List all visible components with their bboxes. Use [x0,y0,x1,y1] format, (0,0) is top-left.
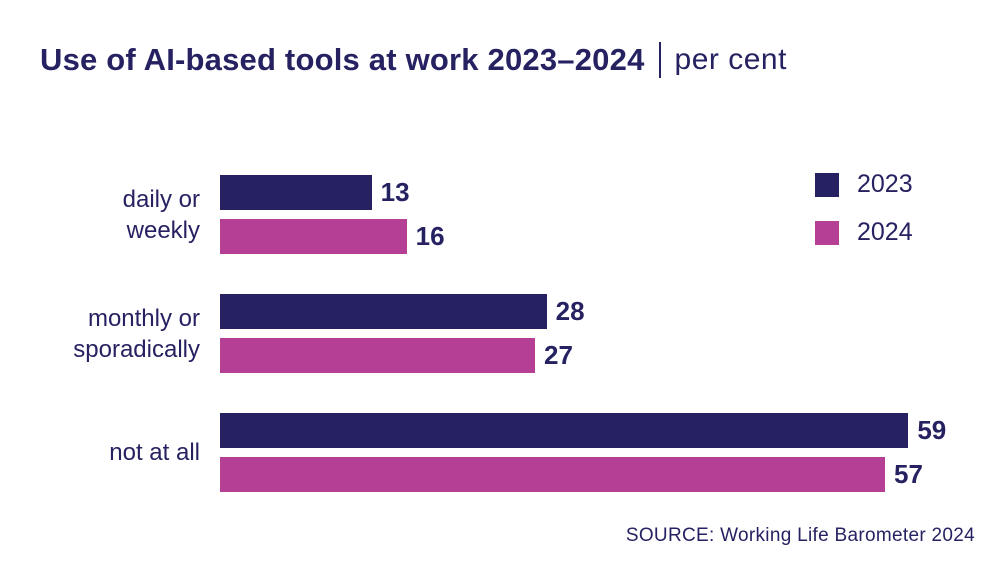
bar-2023-not-at-all [220,413,909,448]
category-line: not at all [109,439,200,466]
value-label-2024-not-at-all: 57 [894,459,923,489]
legend-item-2024: 2024 [815,218,913,247]
bar-row-2023: 59 [220,413,946,448]
category-line: daily or [122,185,200,213]
bar-2024-daily [220,219,407,254]
bar-2023-daily [220,175,372,210]
category-line: weekly [126,216,200,244]
value-label-2023-daily: 13 [380,177,410,207]
value-label-2024-monthly: 27 [544,340,573,370]
bar-chart: daily or weekly 13 16 monthly or sporadi… [0,175,1000,492]
bar-row-2023: 13 [220,175,920,210]
bar-group-not-at-all: not at all 59 57 [0,413,1000,492]
bar-track: 28 27 [220,294,920,373]
value-label-2024-daily: 16 [415,221,445,251]
legend-label-2023: 2023 [857,170,913,198]
category-label-daily-or-weekly: daily or weekly [0,184,200,246]
category-label-monthly-or-sporadically: monthly or sporadically [0,303,200,365]
legend-swatch-2023 [815,172,839,197]
bar-group-daily-or-weekly: daily or weekly 13 16 [0,175,1000,254]
bar-row-2023: 28 [220,294,920,329]
chart-title: Use of AI-based tools at work 2023–2024 … [40,42,787,78]
bar-group-monthly-or-sporadically: monthly or sporadically 28 27 [0,294,1000,373]
bar-row-2024: 16 [220,219,920,254]
legend: 2023 2024 [815,170,913,247]
bar-track: 13 16 [220,175,920,254]
category-line: sporadically [73,335,200,363]
category-line: monthly or [87,304,200,332]
value-label-2023-not-at-all: 59 [917,415,947,445]
bar-row-2024: 27 [220,338,920,373]
legend-label-2024: 2024 [857,218,913,246]
bar-track: 59 57 [220,413,946,492]
bar-2024-monthly [220,338,535,373]
source-note: SOURCE: Working Life Barometer 2024 [625,525,975,546]
bar-2024-not-at-all [220,457,885,492]
category-label-not-at-all: not at all [0,437,200,468]
title-separator [658,42,661,78]
chart-title-unit: per cent [674,43,787,76]
value-label-2023-monthly: 28 [555,296,585,326]
bar-row-2024: 57 [220,457,923,492]
legend-swatch-2024 [815,220,839,245]
chart-title-main: Use of AI-based tools at work 2023–2024 [40,42,645,77]
legend-item-2023: 2023 [815,170,913,199]
bar-2023-monthly [220,294,547,329]
